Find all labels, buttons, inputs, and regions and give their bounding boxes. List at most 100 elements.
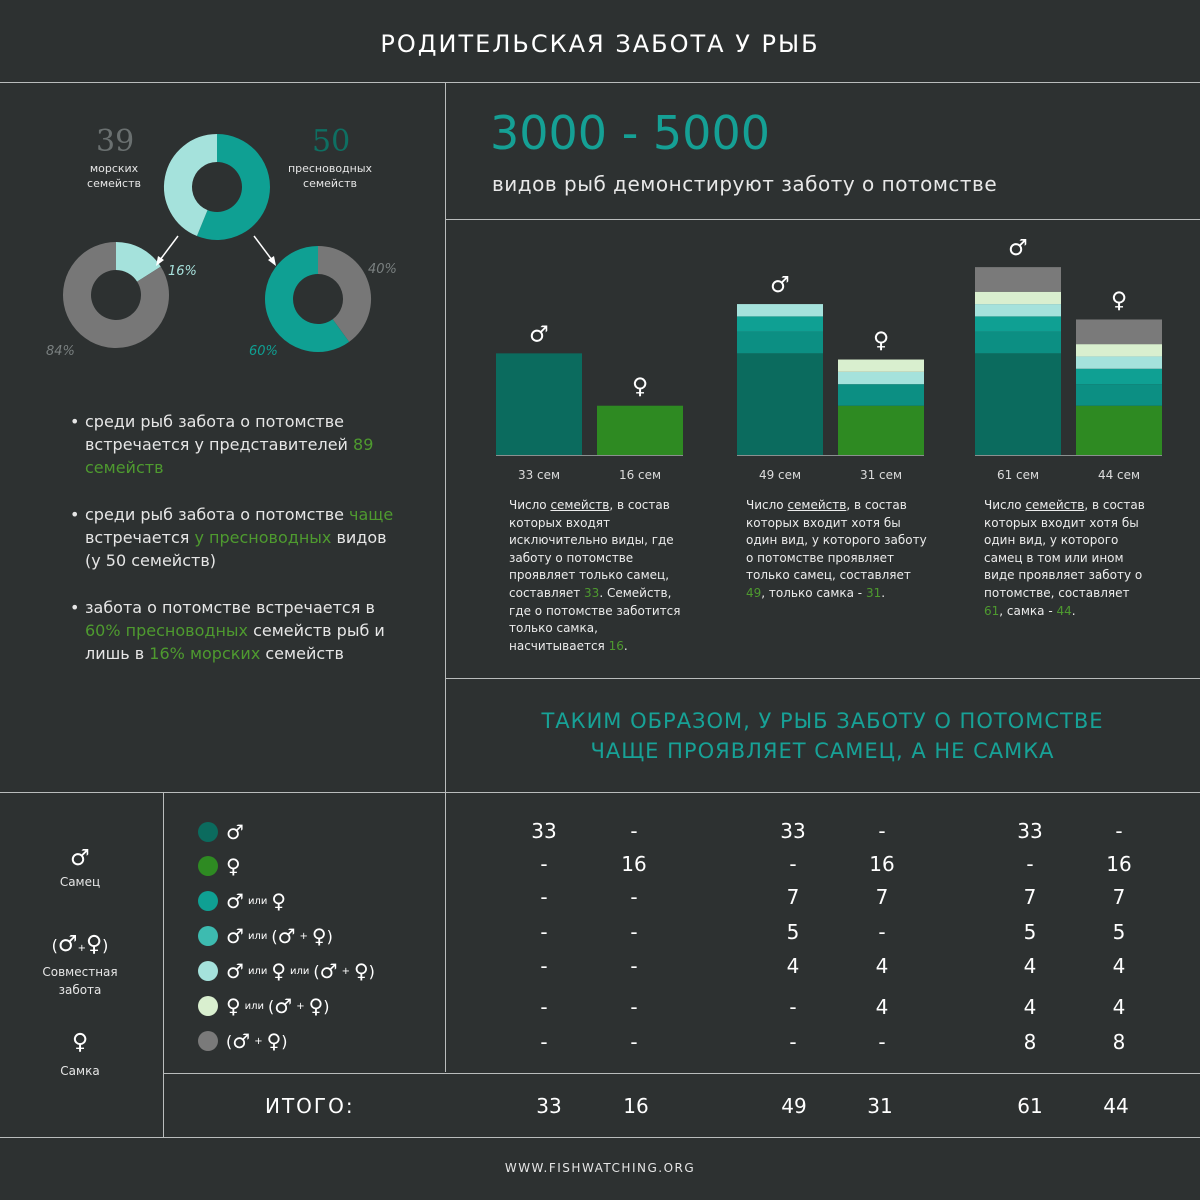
- bar-segment: [737, 316, 823, 332]
- bar-segment: [838, 359, 924, 372]
- table-cell: -: [789, 852, 797, 876]
- species-range-subtitle: видов рыб демонстируют заботу о потомств…: [492, 172, 998, 196]
- table-cell: 16: [621, 852, 647, 876]
- male-label: Самец: [59, 875, 101, 889]
- table-cell: -: [630, 1030, 638, 1054]
- description-block: Число семейств, в состав которых входит …: [984, 498, 1145, 618]
- table-cell: 4: [875, 995, 889, 1019]
- bar-symbol: ♂: [529, 322, 549, 347]
- legend-swatch: [198, 856, 218, 876]
- joint-symbol-icon: (♂+♀): [51, 932, 109, 957]
- legend-swatch: [198, 1031, 218, 1051]
- total-label: ИТОГО:: [265, 1094, 355, 1118]
- bar-segment: [1076, 356, 1162, 369]
- total-cell: 44: [1103, 1094, 1129, 1118]
- table-cell: 4: [875, 954, 889, 978]
- bar-segment: [838, 384, 924, 406]
- bar-segment: [1076, 384, 1162, 406]
- bar-symbol: ♀: [1111, 288, 1127, 313]
- bar-segment: [1076, 368, 1162, 385]
- table-cell: -: [540, 852, 548, 876]
- table-cell: -: [789, 1030, 797, 1054]
- divider: [0, 1137, 1200, 1138]
- bar-segment: [975, 291, 1061, 305]
- table-cell: 5: [786, 920, 800, 944]
- female-label: Самка: [60, 1064, 100, 1078]
- bar-segment: [1076, 319, 1162, 345]
- marine-families-label: морских семейств: [74, 161, 154, 191]
- bar-label: 61 сем: [997, 468, 1039, 482]
- joint-label: Совместная забота: [0, 963, 160, 999]
- donut-slice: [164, 134, 218, 237]
- bar-segment: [975, 316, 1061, 332]
- table-cell: -: [630, 819, 638, 843]
- bar-symbol: ♂: [770, 273, 790, 298]
- donut-slice: [317, 246, 371, 342]
- table-cell: -: [630, 954, 638, 978]
- marine-families-count: 39: [96, 124, 135, 159]
- total-cell: 49: [781, 1094, 807, 1118]
- table-cell: -: [540, 920, 548, 944]
- table-cell: 16: [869, 852, 895, 876]
- bar-symbol: ♀: [873, 329, 889, 354]
- table-cell: 4: [1112, 954, 1126, 978]
- bar-segment: [1076, 405, 1162, 455]
- table-cell: 5: [1112, 920, 1126, 944]
- bar-segment: [975, 267, 1061, 292]
- bar-segment: [975, 304, 1061, 317]
- legend-swatch: [198, 926, 218, 946]
- bar-segment: [737, 353, 823, 455]
- legend-row: (♂ + ♀): [198, 1029, 287, 1053]
- donut-slice: [115, 242, 161, 283]
- divider: [445, 219, 1200, 220]
- fresh-care-pct: 60%: [249, 344, 278, 359]
- bar-segment: [597, 405, 683, 455]
- conclusion-line: ЧАЩЕ ПРОЯВЛЯЕТ САМЕЦ, А НЕ САМКА: [590, 739, 1055, 763]
- table-cell: -: [630, 995, 638, 1019]
- bar-segment: [838, 371, 924, 385]
- bar-segment: [496, 353, 582, 455]
- bar-label: 16 сем: [619, 468, 661, 482]
- divider: [163, 792, 164, 1137]
- arrow-icon: [253, 235, 276, 266]
- bullet-dot: •: [70, 505, 80, 524]
- bar-symbol: ♀: [632, 375, 648, 400]
- bullet-text: забота о потомстве встречается в 60% пре…: [85, 598, 385, 663]
- label-line: морских: [89, 162, 139, 175]
- fresh-other-pct: 40%: [368, 262, 397, 277]
- legend-row: ♂: [198, 820, 244, 844]
- legend-row: ♂ или(♂ + ♀): [198, 924, 333, 948]
- legend-swatch: [198, 961, 218, 981]
- fresh-families-count: 50: [312, 124, 351, 159]
- table-cell: 16: [1106, 852, 1132, 876]
- arrow-icon: [156, 235, 179, 266]
- label-line: семейств: [87, 177, 141, 190]
- table-cell: 4: [1112, 995, 1126, 1019]
- table-cell: -: [1026, 852, 1034, 876]
- legend-row: ♂ или ♀: [198, 889, 286, 913]
- table-cell: -: [878, 1030, 886, 1054]
- bar-segment: [737, 331, 823, 354]
- label-line: забота: [58, 983, 102, 997]
- bullet-dot: •: [70, 598, 80, 617]
- donut-fresh: [265, 246, 371, 352]
- conclusion-line: ТАКИМ ОБРАЗОМ, У РЫБ ЗАБОТУ О ПОТОМСТВЕ: [541, 709, 1104, 733]
- label-line: пресноводных: [287, 162, 373, 175]
- bar-symbol: ♂: [1008, 236, 1028, 261]
- table-cell: -: [630, 885, 638, 909]
- fresh-families-label: пресноводных семейств: [280, 161, 380, 191]
- bar-chart: ♂ 33 сем ♀ 16 сем ♂ 49 сем ♀ 31 сем ♂ 61 сем ♀ 44 с…: [496, 236, 1162, 482]
- male-symbol-icon: ♂: [70, 846, 90, 871]
- page-title: РОДИТЕЛЬСКАЯ ЗАБОТА У РЫБ: [380, 30, 820, 58]
- donut-charts: [63, 134, 371, 352]
- bullet-item: • забота о потомстве встречается в 60% п…: [70, 596, 400, 665]
- table-cell: 7: [875, 885, 889, 909]
- donut-slice: [196, 134, 270, 240]
- donut-slice: [265, 246, 350, 352]
- total-cell: 16: [623, 1094, 649, 1118]
- divider: [163, 1073, 1200, 1074]
- table-cell: 4: [1023, 995, 1037, 1019]
- donut-slice: [63, 242, 169, 348]
- legend-row: ♀: [198, 854, 241, 878]
- table-cell: -: [789, 995, 797, 1019]
